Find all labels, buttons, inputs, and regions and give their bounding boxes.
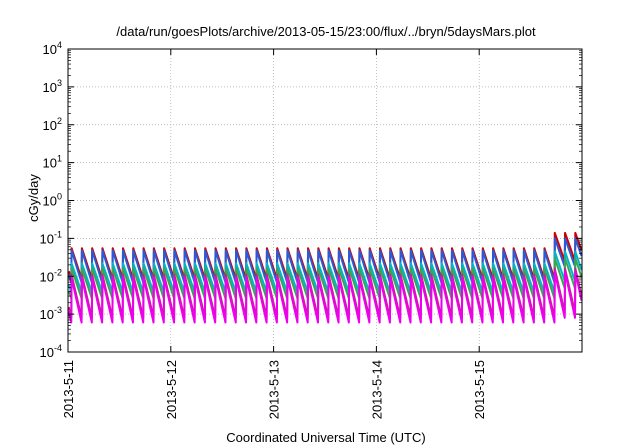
- y-tick-label: 10-1: [40, 229, 62, 246]
- x-tick-label: 2013-5-11: [61, 360, 76, 418]
- y-tick-label: 10-4: [40, 343, 62, 360]
- y-tick-label: 102: [43, 116, 62, 133]
- x-tick-label: 2013-5-15: [472, 360, 487, 419]
- x-axis: 2013-5-11 2013-5-12 2013-5-13 2013-5-14 2013…: [61, 49, 487, 419]
- y-axis-label: cGy/day: [26, 174, 41, 222]
- y-tick-label: 104: [43, 40, 62, 57]
- series-line-6: [67, 270, 583, 324]
- x-tick-label: 2013-5-12: [164, 360, 179, 419]
- series-line-2: [67, 237, 583, 284]
- x-tick-label: 2013-5-13: [267, 360, 282, 419]
- y-axis: 10-4 10-3 10-2 10-1 100 101 102 103 104: [40, 40, 582, 360]
- chart-title: /data/run/goesPlots/archive/2013-05-15/2…: [116, 24, 536, 39]
- y-tick-label: 10-2: [40, 267, 62, 284]
- data-series: [67, 231, 583, 324]
- x-tick-label: 2013-5-14: [369, 360, 384, 419]
- y-tick-label: 101: [43, 154, 62, 171]
- y-tick-label: 103: [43, 78, 62, 95]
- series-line-4: [67, 257, 583, 300]
- y-tick-label: 100: [43, 192, 62, 209]
- series-line-3: [67, 250, 583, 294]
- x-axis-label: Coordinated Universal Time (UTC): [226, 430, 425, 445]
- y-tick-label: 10-3: [40, 305, 62, 322]
